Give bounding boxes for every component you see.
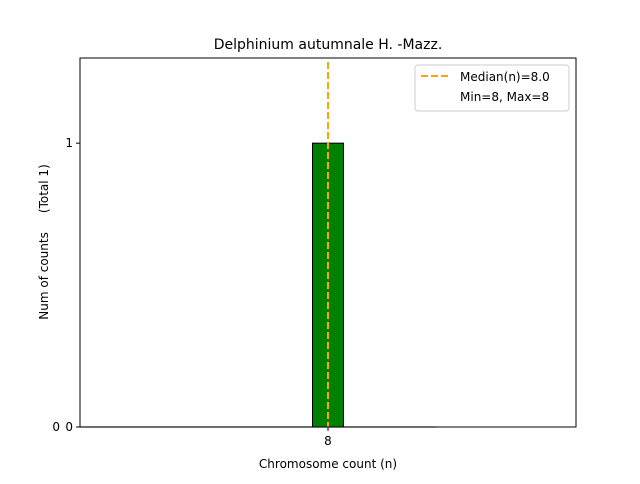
y-axis-label: Num of counts (Total 1) [37, 164, 51, 319]
legend: Median(n)=8.0 Min=8, Max=8 [414, 64, 570, 112]
legend-box [414, 64, 570, 112]
plot-area: 8 00 1 [52, 57, 577, 448]
y-tick-label: 1 [65, 136, 73, 150]
chart-title: Delphinium autumnale H. -Mazz. [214, 37, 443, 53]
legend-entry-minmax: Min=8, Max=8 [460, 90, 549, 104]
legend-entry-median: Median(n)=8.0 [460, 70, 550, 84]
x-axis-label: Chromosome count (n) [259, 457, 397, 471]
x-tick-label: 8 [324, 434, 332, 448]
y-tick-label: 0 [52, 420, 60, 434]
y-tick-label: 0 [65, 420, 73, 434]
